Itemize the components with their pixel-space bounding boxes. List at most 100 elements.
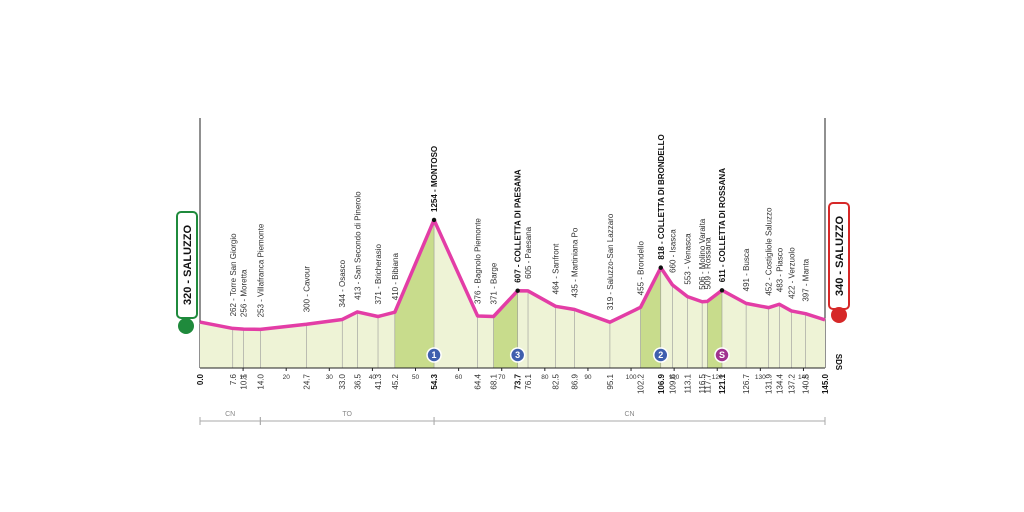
finish-icon bbox=[831, 307, 847, 323]
climb-label: 818 - COLLETTA DI BRONDELLO bbox=[657, 134, 666, 259]
climb-badge-label: 3 bbox=[515, 350, 520, 360]
x-tick-label: 140 bbox=[798, 374, 809, 381]
climb-label: 611 - COLLETTA DI ROSSANA bbox=[718, 168, 727, 282]
x-tick-label: 30 bbox=[326, 374, 334, 381]
x-tick-label: 120 bbox=[712, 374, 723, 381]
profile-line bbox=[199, 218, 826, 332]
x-tick-label: 110 bbox=[669, 374, 680, 381]
summit-dot bbox=[431, 217, 437, 223]
km-label: 140.5 bbox=[802, 373, 811, 394]
x-tick-label: 20 bbox=[283, 374, 291, 381]
climb-badge bbox=[509, 347, 526, 363]
waypoint-label: 483 - Piasco bbox=[775, 247, 784, 292]
x-tick-label: 40 bbox=[369, 374, 377, 381]
profile-fill bbox=[200, 219, 825, 368]
climb-badge bbox=[426, 347, 442, 363]
km-label: 0.0 bbox=[196, 373, 205, 385]
finish-label: 340 - SALUZZO bbox=[834, 216, 846, 297]
climb-badge-label: 2 bbox=[658, 350, 663, 360]
km-label: 95.1 bbox=[606, 373, 615, 389]
km-label: 33.0 bbox=[338, 373, 347, 389]
km-label: 106.9 bbox=[657, 373, 666, 394]
waypoint-label: 455 - Brondello bbox=[637, 241, 646, 296]
km-label: 116.5 bbox=[698, 373, 707, 393]
waypoint-label: 300 - Cavour bbox=[302, 266, 311, 313]
km-label: 64.4 bbox=[474, 373, 483, 389]
km-label: 10.1 bbox=[240, 373, 249, 389]
km-label: 24.7 bbox=[302, 373, 311, 389]
km-label: 134.4 bbox=[775, 373, 784, 394]
start-icon bbox=[178, 318, 194, 334]
km-label: 117.7 bbox=[703, 373, 712, 393]
waypoint-label: 464 - Sanfront bbox=[552, 243, 561, 294]
climb-label: 1254 - MONTOSO bbox=[430, 146, 439, 212]
waypoint-label: 262 - Torre San Giorgio bbox=[229, 233, 238, 317]
x-tick-label: 60 bbox=[455, 374, 463, 381]
waypoint-label: 605 - Paesana bbox=[524, 226, 533, 279]
climb-shade bbox=[640, 267, 661, 368]
waypoint-label: 256 - Moretta bbox=[240, 269, 249, 317]
waypoint-label: 410 - Bibiana bbox=[391, 253, 400, 301]
km-label: 7.6 bbox=[229, 373, 238, 385]
climb-badge bbox=[653, 347, 669, 363]
km-label: 109.6 bbox=[668, 373, 677, 394]
km-label: 36.5 bbox=[353, 373, 362, 389]
climb-label: 607 - COLLETTA DI PAESANA bbox=[514, 169, 523, 282]
km-label: 131.9 bbox=[765, 373, 774, 394]
waypoint-label: 506 - Molino Varaita bbox=[698, 218, 707, 290]
km-label: 76.1 bbox=[524, 373, 533, 389]
km-label: 68.1 bbox=[490, 373, 499, 389]
logo: SDS bbox=[834, 354, 843, 371]
km-label: 14.0 bbox=[256, 373, 265, 389]
waypoint-label: 413 - San Secondo di Pinerolo bbox=[353, 191, 362, 300]
waypoint-label: 660 - Isasca bbox=[668, 229, 677, 273]
waypoint-label: 376 - Bagnolo Piemonte bbox=[474, 218, 483, 304]
km-label: 121.1 bbox=[718, 373, 727, 394]
x-tick-label: 70 bbox=[498, 374, 506, 381]
km-label: 86.9 bbox=[571, 373, 580, 389]
km-label: 113.1 bbox=[684, 373, 693, 393]
km-label: 82.5 bbox=[552, 373, 561, 389]
x-tick-label: 50 bbox=[412, 374, 420, 381]
km-label: 145.0 bbox=[821, 373, 830, 394]
waypoint-label: 319 - Saluzzo-San Lazzaro bbox=[606, 213, 615, 310]
km-label: 137.2 bbox=[787, 373, 796, 394]
km-label: 41.3 bbox=[374, 373, 383, 389]
waypoint-label: 344 - Osasco bbox=[338, 259, 347, 307]
waypoint-label: 397 - Manta bbox=[802, 258, 811, 301]
waypoint-label: 422 - Verzuolo bbox=[787, 247, 796, 299]
x-tick-label: 100 bbox=[626, 374, 637, 381]
climb-shade bbox=[493, 290, 518, 368]
summit-dot bbox=[658, 265, 663, 270]
waypoint-label: 553 - Venasca bbox=[684, 233, 693, 285]
climb-badge-label: S bbox=[719, 350, 725, 360]
start-box bbox=[176, 211, 198, 319]
climb-shade bbox=[394, 219, 435, 368]
summit-dot bbox=[719, 288, 725, 293]
waypoint-label: 253 - Villafranca Piemonte bbox=[256, 223, 265, 317]
km-label: 102.2 bbox=[637, 373, 646, 394]
waypoint-label: 509 - Rossana bbox=[703, 237, 712, 290]
km-label: 45.2 bbox=[391, 373, 400, 389]
summit-dot bbox=[515, 288, 520, 293]
x-tick-label: 90 bbox=[584, 374, 592, 381]
climb-badge bbox=[714, 347, 730, 363]
region-label: CN bbox=[225, 411, 235, 418]
km-label: 73.7 bbox=[514, 373, 523, 389]
start-label: 320 - SALUZZO bbox=[182, 225, 194, 306]
waypoint-label: 371 - Bricherasio bbox=[374, 243, 383, 304]
waypoint-label: 371 - Barge bbox=[490, 262, 499, 304]
km-label: 126.7 bbox=[742, 373, 751, 394]
x-tick-label: 80 bbox=[541, 374, 549, 381]
climb-badge-label: 1 bbox=[432, 350, 437, 360]
x-tick-label: 10 bbox=[239, 374, 247, 381]
km-label: 54.3 bbox=[430, 373, 439, 389]
region-label: CN bbox=[624, 411, 634, 418]
x-tick-label: 130 bbox=[755, 374, 766, 381]
waypoint-label: 491 - Busca bbox=[742, 248, 751, 291]
waypoint-label: 435 - Martiniana Po bbox=[571, 227, 580, 297]
waypoint-label: 452 - Costigliole Saluzzo bbox=[765, 207, 774, 296]
region-label: TO bbox=[342, 411, 352, 418]
